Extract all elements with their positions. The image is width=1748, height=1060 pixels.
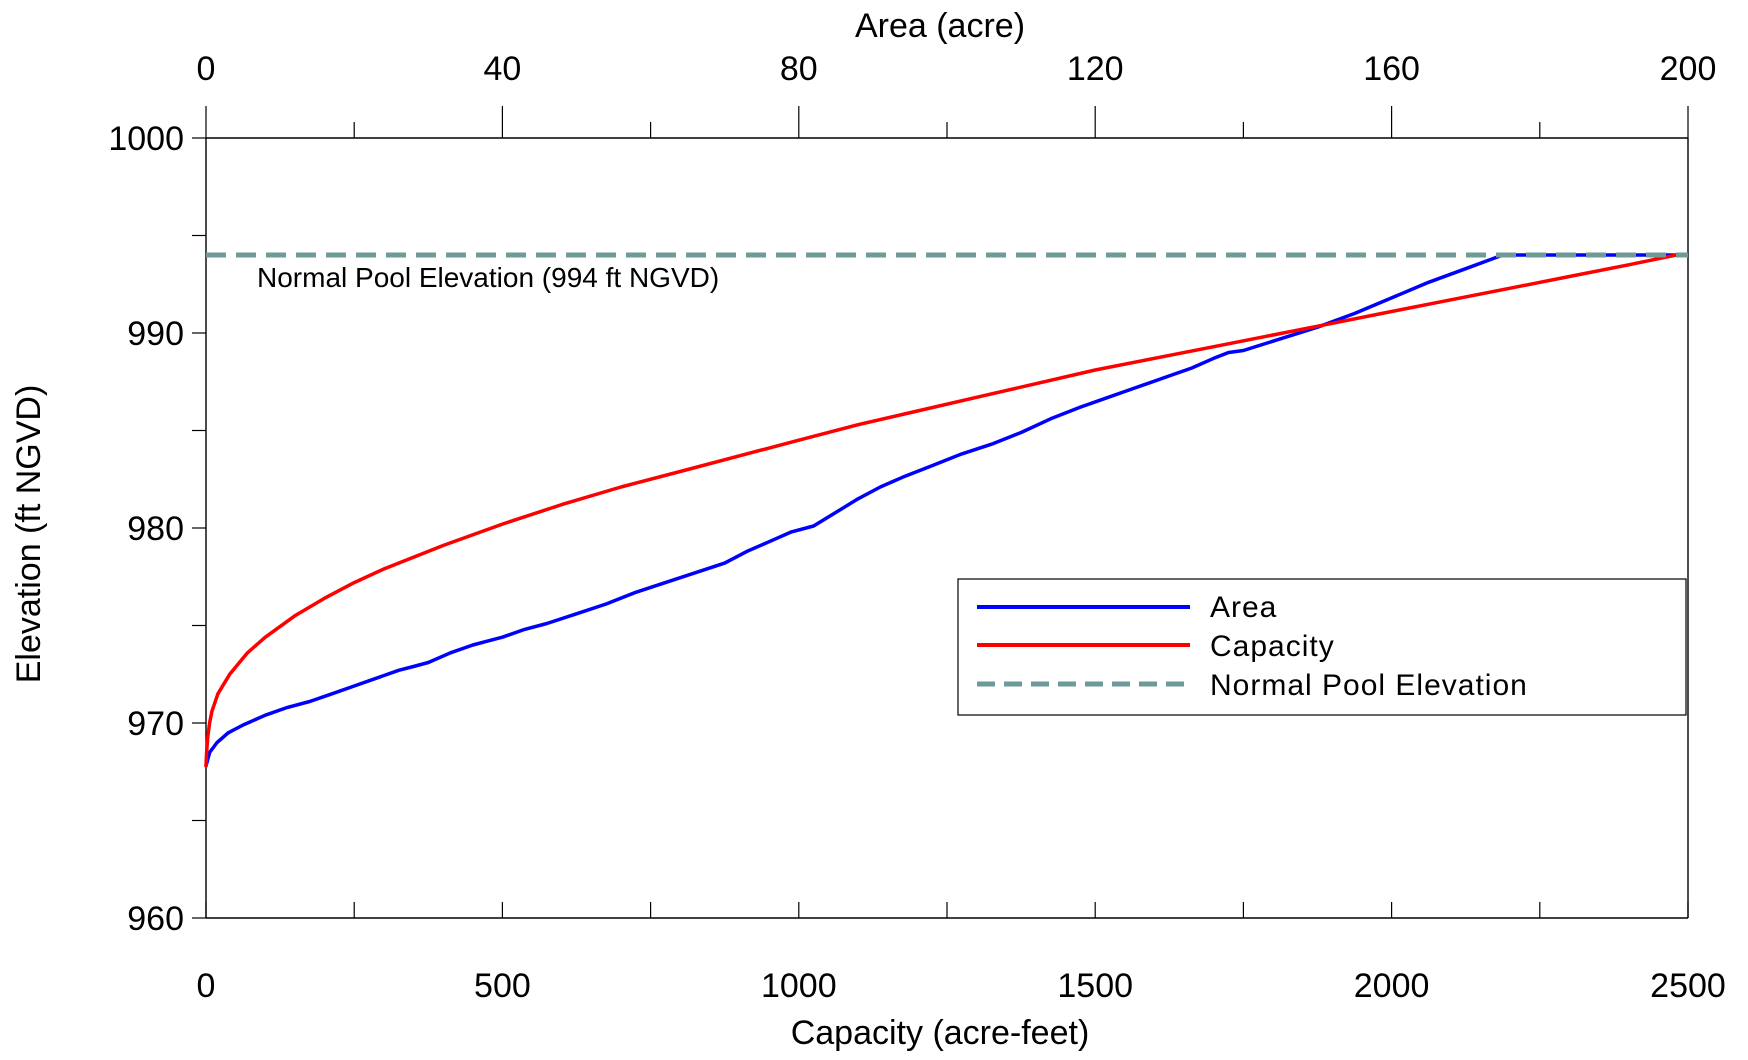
y-tick-label: 990 (127, 315, 184, 353)
normal-pool-annotation: Normal Pool Elevation (994 ft NGVD) (257, 262, 719, 293)
x-bottom-tick-label: 2000 (1354, 967, 1430, 1005)
x-bottom-tick-label: 500 (474, 967, 531, 1005)
y-tick-label: 1000 (108, 120, 184, 158)
x-top-tick-label: 0 (197, 50, 216, 88)
legend: Area Capacity Normal Pool Elevation (958, 579, 1686, 715)
y-tick-label: 960 (127, 900, 184, 938)
legend-label-normal-pool: Normal Pool Elevation (1210, 669, 1528, 702)
y-tick-label: 970 (127, 705, 184, 743)
x-bottom-tick-label: 1500 (1057, 967, 1133, 1005)
axes-layer: 0 500 1000 1500 2000 2500 0 40 80 120 160 200 960 970… (108, 50, 1725, 1005)
x-top-tick-label: 40 (483, 50, 521, 88)
x-bottom-tick-label: 0 (197, 967, 216, 1005)
x-top-tick-label: 160 (1363, 50, 1420, 88)
legend-label-area: Area (1210, 591, 1277, 624)
y-tick-label: 980 (127, 510, 184, 548)
x-top-tick-label: 200 (1660, 50, 1717, 88)
x-top-tick-label: 120 (1067, 50, 1124, 88)
left-axis-title: Elevation (ft NGVD) (10, 385, 48, 684)
bottom-axis-title: Capacity (acre-feet) (791, 1014, 1090, 1052)
x-bottom-tick-label: 2500 (1650, 967, 1726, 1005)
x-bottom-tick-label: 1000 (761, 967, 837, 1005)
legend-label-capacity: Capacity (1210, 630, 1335, 663)
top-axis-title: Area (acre) (855, 7, 1025, 45)
x-top-tick-label: 80 (780, 50, 818, 88)
